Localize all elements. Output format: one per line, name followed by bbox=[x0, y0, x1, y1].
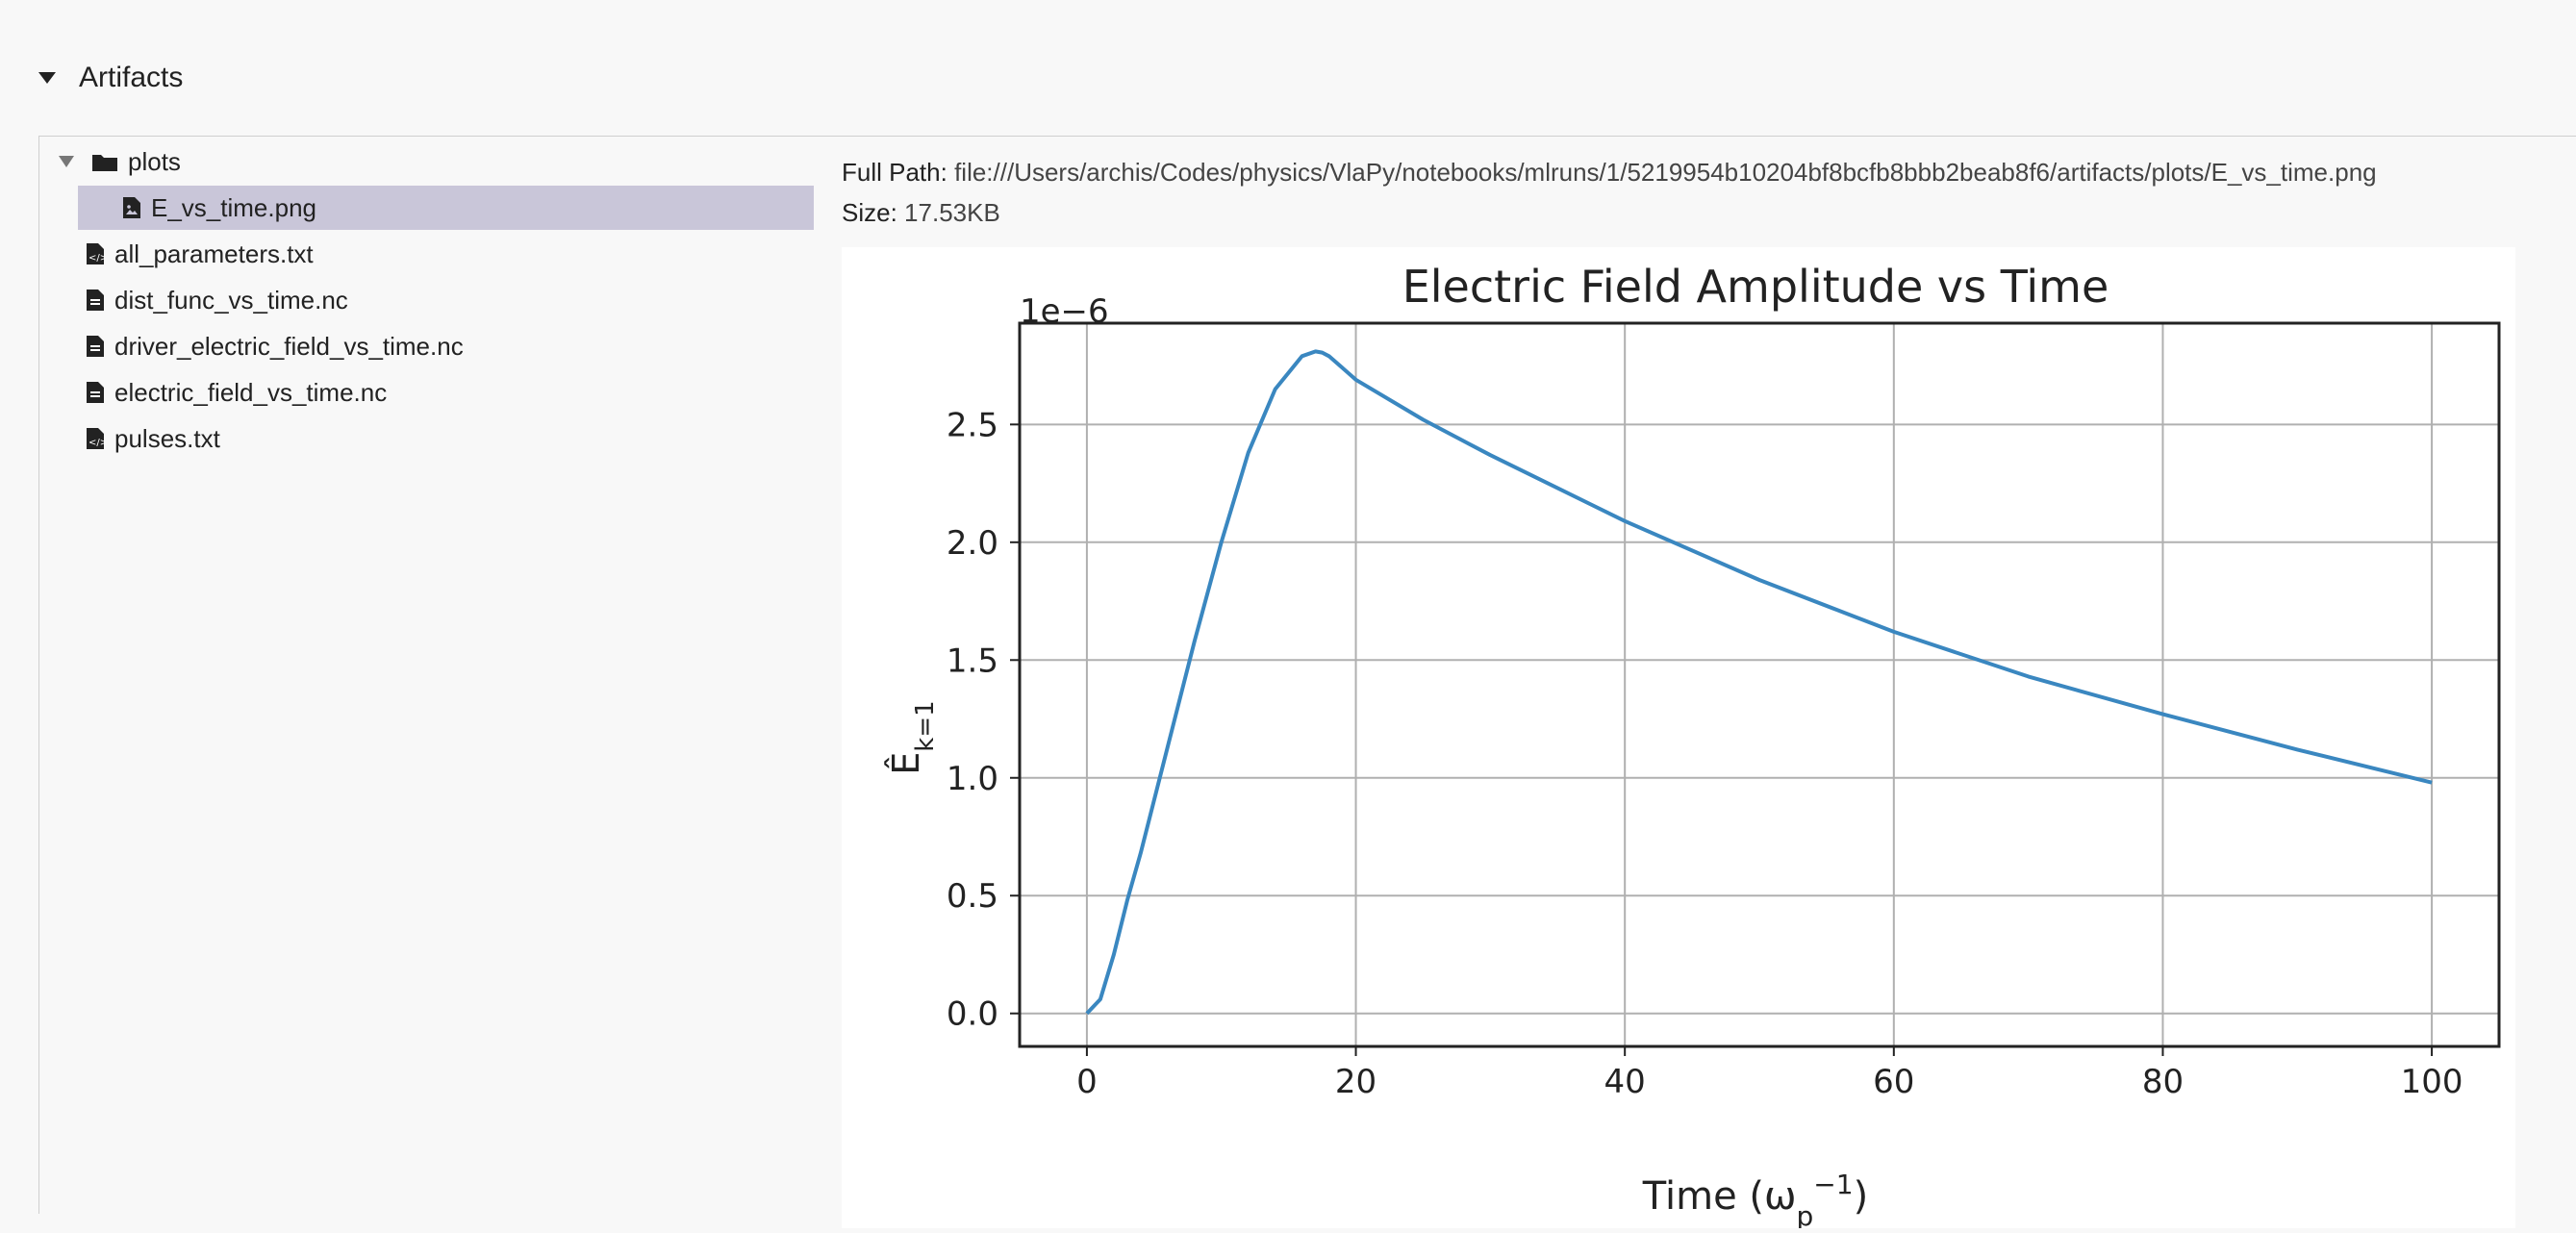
chart-svg: 0 20 40 60 80 100 0.0 0.5 1.0 1.5 2.0 2.5 Electric … bbox=[885, 261, 2501, 1232]
code-file-icon: </> bbox=[86, 242, 105, 265]
y-axis-label: Êk=1 bbox=[885, 700, 940, 774]
tree-folder-plots[interactable]: plots bbox=[59, 139, 181, 184]
y-tick-label: 1.0 bbox=[947, 760, 998, 798]
full-path-label: Full Path: bbox=[842, 158, 947, 187]
tree-item-label: all_parameters.txt bbox=[114, 239, 314, 268]
file-icon bbox=[86, 381, 105, 404]
x-tick-label: 80 bbox=[2142, 1063, 2184, 1101]
tree-item-dist-func[interactable]: dist_func_vs_time.nc bbox=[86, 278, 348, 322]
full-path-value: file:///Users/archis/Codes/physics/VlaPy… bbox=[954, 158, 2377, 187]
file-icon bbox=[86, 335, 105, 358]
y-tick-label: 2.0 bbox=[947, 524, 998, 563]
size-line: Size: 17.53KB bbox=[842, 198, 1000, 228]
y-multiplier: 1e−6 bbox=[1020, 292, 1109, 331]
caret-down-icon[interactable] bbox=[38, 72, 56, 84]
tree-item-driver-field[interactable]: driver_electric_field_vs_time.nc bbox=[86, 324, 464, 368]
svg-text:</>: </> bbox=[88, 253, 105, 264]
chart-image: 0 20 40 60 80 100 0.0 0.5 1.0 1.5 2.0 2.5 Electric … bbox=[842, 247, 2515, 1232]
folder-icon bbox=[91, 151, 118, 172]
x-tick-label: 0 bbox=[1076, 1063, 1098, 1101]
artifacts-section-header[interactable]: Artifacts bbox=[38, 62, 183, 94]
file-icon bbox=[86, 289, 105, 312]
tree-item-all-parameters[interactable]: </> all_parameters.txt bbox=[86, 232, 314, 276]
section-title: Artifacts bbox=[79, 62, 184, 93]
plot-frame bbox=[1018, 321, 2501, 1048]
tree-item-label: dist_func_vs_time.nc bbox=[114, 285, 348, 315]
artifacts-panel: plots E_vs_time.png </> all_parameters.t… bbox=[38, 136, 2576, 1232]
size-value: 17.53KB bbox=[904, 198, 1000, 227]
tree-item-pulses[interactable]: </> pulses.txt bbox=[86, 416, 220, 461]
tree-item-e-vs-time[interactable]: E_vs_time.png bbox=[78, 186, 814, 230]
x-tick-label: 100 bbox=[2401, 1063, 2463, 1101]
x-axis-label: Time (ωp−1) bbox=[1642, 1169, 1868, 1229]
chart-title: Electric Field Amplitude vs Time bbox=[1402, 261, 2109, 313]
tree-item-label: E_vs_time.png bbox=[151, 192, 316, 222]
tree-item-electric-field[interactable]: electric_field_vs_time.nc bbox=[86, 370, 387, 415]
expand-triangle-icon[interactable] bbox=[59, 156, 74, 167]
svg-text:</>: </> bbox=[88, 438, 105, 448]
x-tick-label: 20 bbox=[1335, 1063, 1376, 1101]
tree-folder-label: plots bbox=[128, 146, 181, 176]
y-tick-label: 2.5 bbox=[947, 406, 998, 444]
full-path-line: Full Path: file:///Users/archis/Codes/ph… bbox=[842, 158, 2377, 188]
y-tick-label: 1.5 bbox=[947, 642, 998, 680]
tree-item-label: pulses.txt bbox=[114, 423, 220, 453]
y-tick-label: 0.0 bbox=[947, 995, 998, 1034]
image-file-icon bbox=[122, 196, 141, 219]
size-label: Size: bbox=[842, 198, 897, 227]
x-tick-label: 60 bbox=[1873, 1063, 1914, 1101]
series-line bbox=[1085, 349, 2433, 1016]
tree-item-label: electric_field_vs_time.nc bbox=[114, 377, 388, 407]
code-file-icon: </> bbox=[86, 427, 105, 450]
tree-item-label: driver_electric_field_vs_time.nc bbox=[114, 331, 464, 361]
y-tick-label: 0.5 bbox=[947, 877, 998, 916]
x-tick-label: 40 bbox=[1604, 1063, 1646, 1101]
